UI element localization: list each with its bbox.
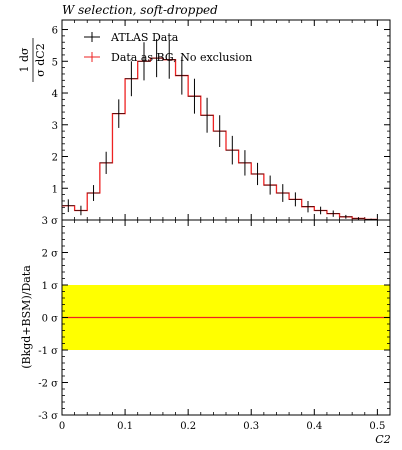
main-ylabel-denominator: σ dC2 (34, 43, 47, 76)
chart-title: W selection, soft-dropped (62, 3, 218, 17)
ratio-ytick-label: 3 σ (42, 216, 59, 227)
main-ticks: 1 2 3 4 5 6 (52, 20, 390, 220)
x-tick-label: 0 (59, 421, 65, 432)
ratio-panel: -3 σ -2 σ -1 σ 0 σ 1 σ 2 σ 3 σ 0 0.1 0.2 0.3 0.4 0.5… (20, 216, 391, 446)
main-ytick-label: 1 (52, 184, 58, 195)
main-ytick-label: 5 (52, 57, 58, 68)
ratio-ytick-label: -2 σ (38, 379, 58, 390)
main-ytick-label: 3 (52, 121, 58, 132)
legend-label-data: ATLAS Data (110, 31, 179, 44)
main-ytick-label: 4 (52, 89, 58, 100)
main-ylabel-numerator: 1 dσ (18, 47, 31, 73)
ratio-y-axis-label: (Bkgd+BSM)/Data (20, 265, 33, 369)
main-frame (61, 19, 391, 221)
main-ytick-label: 6 (52, 26, 58, 37)
ratio-ytick-label: 1 σ (42, 281, 59, 292)
x-tick-label: 0.2 (180, 421, 196, 432)
legend: ATLAS Data Data as BG, No exclusion (84, 31, 252, 64)
ratio-ytick-label: -1 σ (38, 346, 58, 357)
main-series (62, 39, 378, 221)
ratio-ticks: -3 σ -2 σ -1 σ 0 σ 1 σ 2 σ 3 σ 0 0.1 0.2 0.3 0.4 0.5 (38, 216, 390, 432)
ratio-ytick-label: 2 σ (42, 249, 59, 260)
ratio-ytick-label: 0 σ (42, 314, 59, 325)
x-axis-label: C2 (375, 433, 390, 446)
main-panel: 1 2 3 4 5 6 ATLAS Data Data as BG, No exclusi… (18, 19, 391, 221)
legend-data-marker (84, 32, 100, 42)
x-tick-label: 0.1 (117, 421, 133, 432)
main-y-axis-label: 1 dσ σ dC2 (18, 38, 47, 82)
x-tick-label: 0.3 (243, 421, 259, 432)
ratio-ytick-label: -3 σ (38, 411, 58, 422)
x-tick-label: 0.5 (369, 421, 385, 432)
main-ytick-label: 2 (52, 153, 58, 164)
legend-bg-marker (84, 52, 100, 62)
x-tick-label: 0.4 (306, 421, 322, 432)
legend-label-bg: Data as BG, No exclusion (111, 51, 252, 64)
